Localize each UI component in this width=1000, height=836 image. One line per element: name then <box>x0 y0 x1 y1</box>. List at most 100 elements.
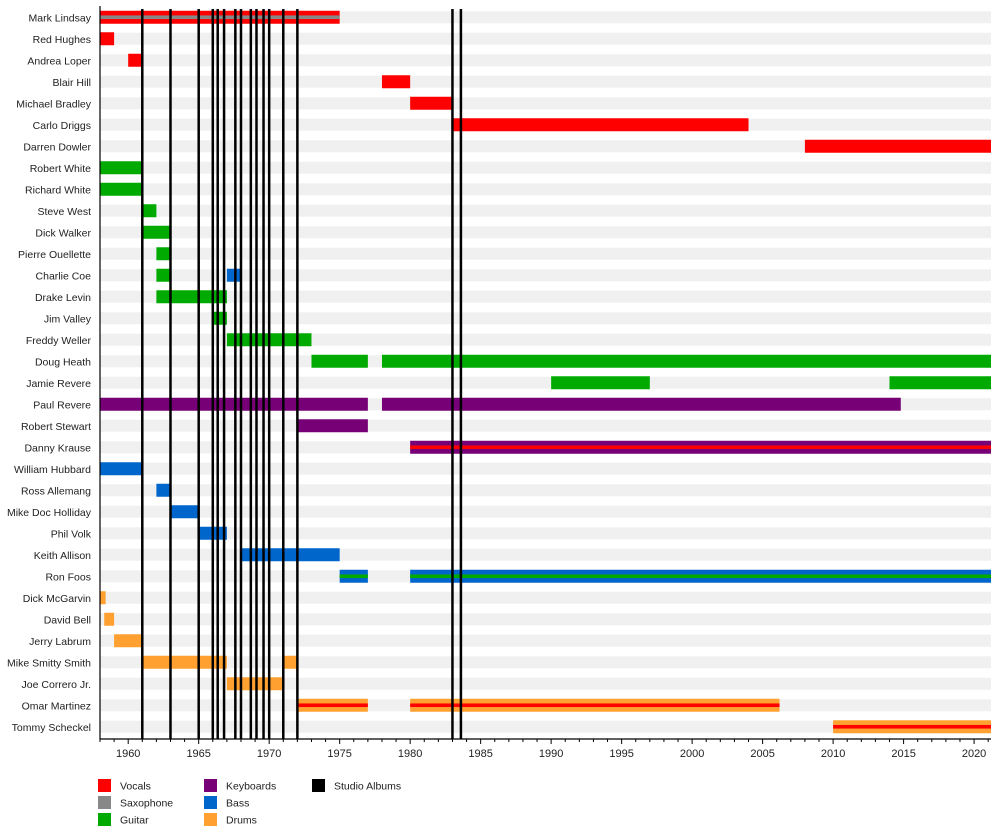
bar-keyboards <box>381 397 901 411</box>
row-band <box>100 226 991 239</box>
bar-guitar <box>311 354 368 368</box>
member-label: Red Hughes <box>33 34 91 46</box>
legend-label: Guitar <box>120 815 149 827</box>
bar-guitar <box>142 204 157 218</box>
bar-guitar-stripe <box>339 574 368 579</box>
studio-album-line <box>169 9 172 739</box>
x-tick-label: 2015 <box>891 748 915 760</box>
bar-guitar <box>889 376 991 390</box>
member-label: Joe Correro Jr. <box>22 679 91 691</box>
member-label: Danny Krause <box>24 442 91 454</box>
bar-keyboards <box>297 419 368 433</box>
member-label: Robert Stewart <box>21 421 91 433</box>
studio-album-line <box>249 9 253 739</box>
bar-bass <box>100 462 143 476</box>
member-label: Mike Smitty Smith <box>7 657 91 669</box>
member-label: David Bell <box>44 614 91 626</box>
row-band <box>100 677 991 690</box>
x-tick-label: 1965 <box>186 748 210 760</box>
member-label: Jamie Revere <box>26 378 91 390</box>
legend-item-bass: Bass <box>204 796 249 810</box>
bar-drums <box>100 591 106 605</box>
legend-swatch <box>98 779 111 792</box>
bar-vocals <box>804 139 991 153</box>
row-band <box>100 505 991 518</box>
bar-vocals <box>410 96 453 110</box>
member-label: Dick Walker <box>35 227 91 239</box>
bar-keyboards <box>100 397 368 411</box>
studio-album-line <box>296 9 299 739</box>
bar-guitar <box>142 225 171 239</box>
studio-album-line <box>267 9 271 739</box>
studio-album-line <box>211 9 215 739</box>
row-band <box>100 333 991 346</box>
studio-album-line <box>141 9 144 739</box>
member-label: Charlie Coe <box>36 270 92 282</box>
x-tick-label: 2010 <box>821 748 845 760</box>
legend-swatch <box>204 813 217 826</box>
bar-vocals <box>128 53 143 67</box>
bar-vocals-stripe <box>297 703 368 708</box>
studio-album-line <box>451 9 454 739</box>
bar-drums <box>283 655 298 669</box>
legend-label: Bass <box>226 798 249 810</box>
legend-item-drums: Drums <box>204 813 257 827</box>
member-label: Doug Heath <box>35 356 91 368</box>
bar-guitar <box>551 376 650 390</box>
member-label: Blair Hill <box>52 77 91 89</box>
member-label: Mike Doc Holliday <box>7 507 92 519</box>
bar-guitar <box>156 247 171 261</box>
x-tick-label: 1980 <box>398 748 422 760</box>
studio-album-line <box>234 9 237 739</box>
bar-bass <box>240 548 340 562</box>
row-band <box>100 419 991 432</box>
row-band <box>100 720 991 733</box>
x-tick-label: 1995 <box>609 748 633 760</box>
bar-vocals <box>452 118 749 132</box>
legend-swatch <box>98 813 111 826</box>
legend-swatch <box>204 779 217 792</box>
row-band <box>100 548 991 561</box>
legend-item-guitar: Guitar <box>98 813 149 827</box>
member-label: Mark Lindsay <box>29 12 92 24</box>
bar-guitar-stripe <box>410 574 992 579</box>
studio-album-line <box>262 9 265 739</box>
bar-drums <box>104 612 115 626</box>
row-bands <box>100 11 991 733</box>
row-band <box>100 527 991 540</box>
bar-drums <box>142 655 227 669</box>
row-band <box>100 75 991 88</box>
member-label: Phil Volk <box>51 528 92 540</box>
legend-item-studio-albums: Studio Albums <box>312 779 401 793</box>
row-band <box>100 613 991 626</box>
member-label: Drake Levin <box>35 292 91 304</box>
studio-album-line <box>255 9 258 739</box>
member-label: Steve West <box>38 206 92 218</box>
legend-label: Saxophone <box>120 798 173 810</box>
studio-album-line <box>216 9 219 739</box>
bar-vocals-stripe <box>410 703 780 708</box>
member-label: Jim Valley <box>44 313 92 325</box>
bar-vocals-stripe <box>833 724 991 729</box>
bar-bass <box>226 268 241 282</box>
x-tick-label: 1960 <box>116 748 140 760</box>
legend-swatch <box>312 779 325 792</box>
member-label: Keith Allison <box>34 550 91 562</box>
bar-saxophone-stripe <box>100 15 340 20</box>
studio-album-lines <box>141 9 463 739</box>
bar-vocals-stripe <box>410 445 992 450</box>
member-label: Ross Allemang <box>21 485 91 497</box>
row-band <box>100 656 991 669</box>
legend-label: Drums <box>226 815 257 827</box>
member-label: Dick McGarvin <box>23 593 91 605</box>
studio-album-line <box>197 9 200 739</box>
member-label: Freddy Weller <box>26 335 92 347</box>
x-tick-label: 1970 <box>257 748 281 760</box>
member-label: Jerry Labrum <box>29 636 91 648</box>
member-label: Michael Bradley <box>16 98 91 110</box>
legend: Vocals Saxophone Guitar Keyboards Bass Drums S… <box>98 779 401 827</box>
row-band <box>100 247 991 260</box>
legend-swatch <box>98 796 111 809</box>
row-band <box>100 290 991 303</box>
